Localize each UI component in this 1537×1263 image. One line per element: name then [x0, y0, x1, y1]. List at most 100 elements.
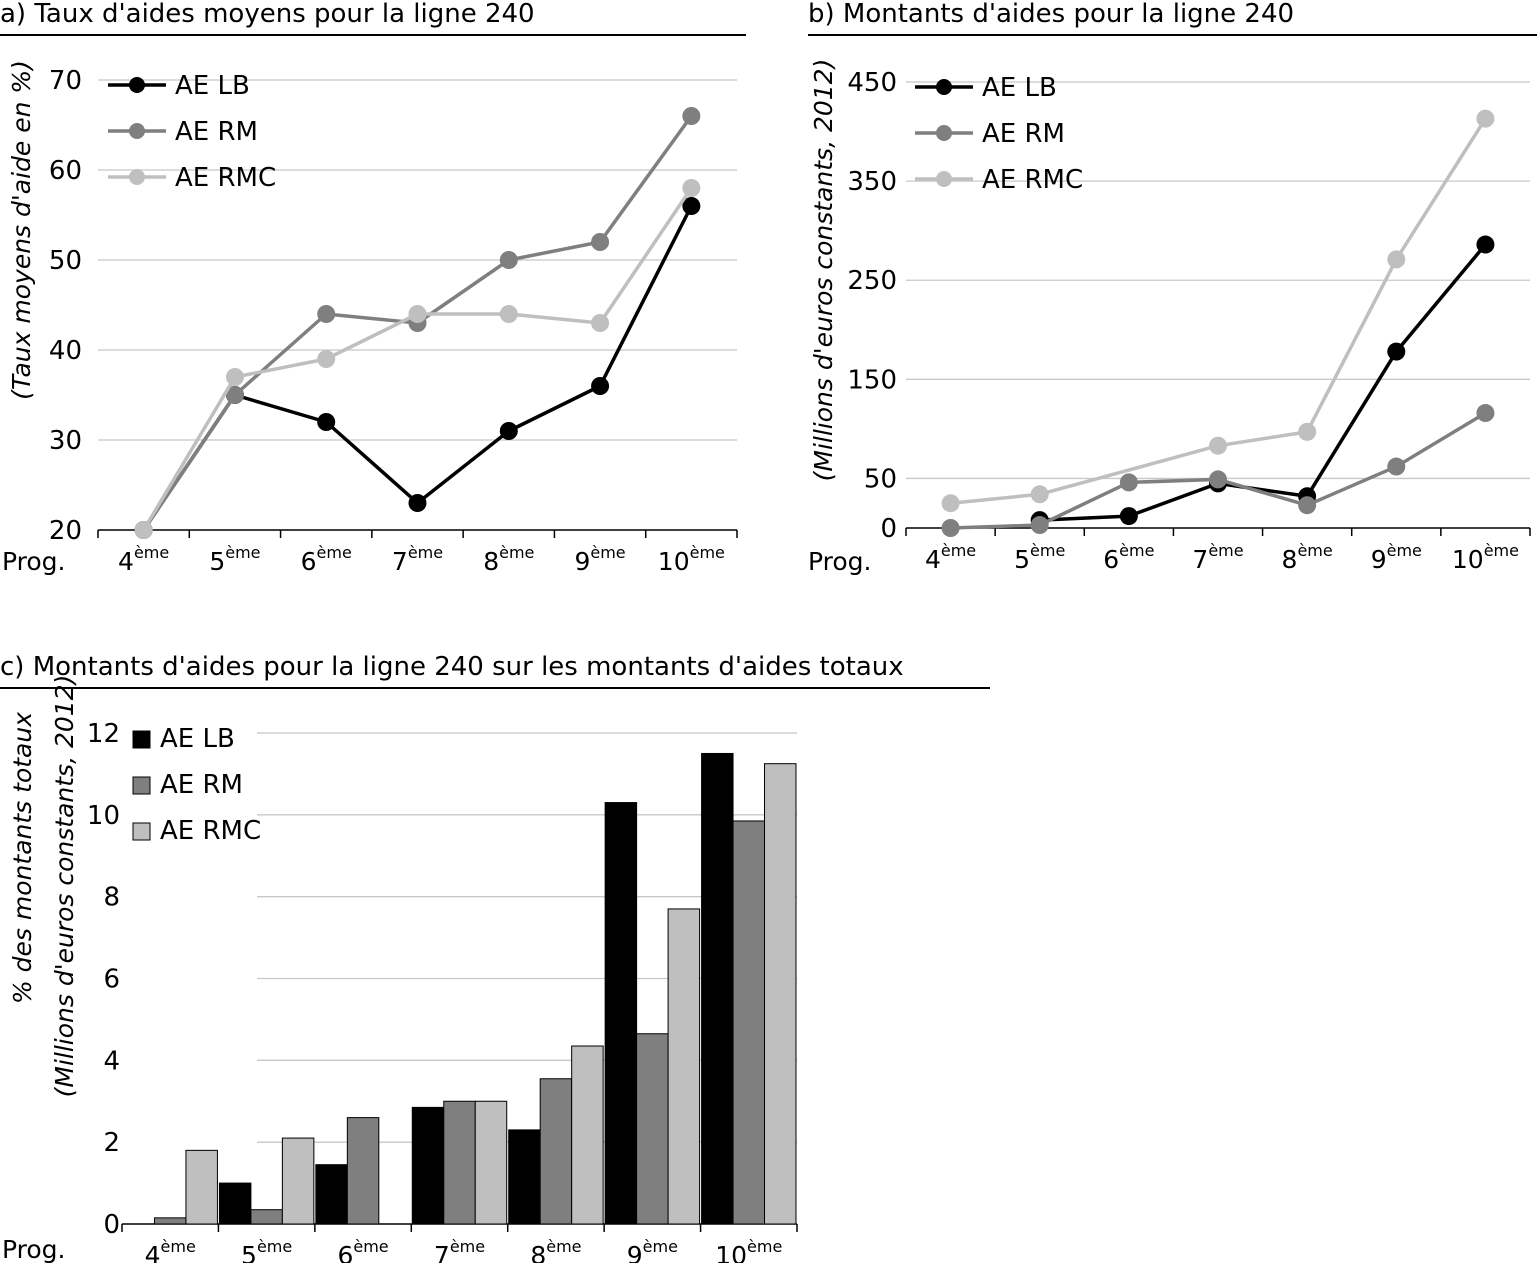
legend-swatch [132, 822, 151, 841]
panel-a: a) Taux d'aides moyens pour la ligne 240… [0, 0, 746, 576]
data-point [591, 314, 610, 332]
x-tick-label: 9ème [627, 1237, 678, 1263]
bar [250, 1209, 283, 1225]
bar [281, 1137, 315, 1225]
data-point [225, 368, 244, 386]
x-tick-label: 4ème [118, 543, 169, 576]
data-point [1476, 109, 1495, 128]
data-point [1387, 250, 1406, 269]
chart-a-plot: 20 30 40 50 60 70 4ème 5ème 6ème 7ème 8ème 9ème 10èm… [49, 66, 738, 576]
x-tick-label: 6ème [337, 1237, 388, 1263]
legend-marker [129, 123, 145, 139]
bar [185, 1149, 218, 1225]
legend-marker [936, 125, 952, 141]
bar [346, 1117, 380, 1225]
bar [539, 1078, 573, 1225]
panel-c-ylabel-line2: (Millions d'euros constants, 2012) [50, 675, 79, 1098]
data-point [1209, 436, 1227, 455]
bar [604, 802, 638, 1225]
panel-c-ylabel-line1: % des montants totaux [8, 712, 37, 1004]
x-tick-label: 9ème [1371, 541, 1422, 574]
data-point [591, 377, 610, 395]
bar [153, 1217, 187, 1225]
panel-c-title: c) Montants d'aides pour la ligne 240 su… [0, 652, 904, 682]
series-line-3 [950, 117, 1487, 505]
bar [508, 1129, 541, 1225]
data-point [1387, 342, 1406, 361]
bar [443, 1100, 476, 1225]
y-tick-label: 50 [49, 246, 82, 276]
x-tick-label: 10ème [1452, 541, 1519, 574]
x-tick-label: 5ème [209, 543, 260, 576]
data-point [499, 422, 518, 440]
data-point [225, 386, 244, 404]
x-tick-label: 7ème [434, 1237, 485, 1263]
data-point [1298, 496, 1317, 515]
y-tick-label: 8 [103, 883, 120, 913]
x-tick-label: 9ème [574, 543, 625, 576]
data-point [317, 413, 336, 431]
x-tick-label: 4ème [925, 541, 976, 574]
legend-swatch [132, 776, 151, 795]
legend-label: AE RMC [160, 816, 261, 846]
x-tick-label: 8ème [530, 1237, 581, 1263]
data-point [1030, 516, 1049, 535]
x-tick-label: 5ème [241, 1237, 292, 1263]
y-tick-label: 350 [847, 167, 897, 197]
panel-c: c) Montants d'aides pour la ligne 240 su… [0, 652, 990, 1263]
data-point [408, 494, 427, 512]
series-line-1 [142, 205, 693, 531]
legend-marker [936, 171, 952, 187]
x-tick-label: 4ème [145, 1237, 196, 1263]
x-tick-label: 10ème [658, 543, 725, 576]
x-tick-label: 8ème [483, 543, 534, 576]
legend-marker [936, 79, 952, 95]
bar [764, 763, 797, 1225]
y-tick-label: 0 [880, 514, 897, 544]
panel-c-xlabel: Prog. [2, 1235, 65, 1263]
data-point [1476, 235, 1495, 254]
y-tick-label: 450 [847, 68, 897, 98]
legend-label: AE RM [175, 117, 258, 147]
y-tick-label: 20 [49, 516, 82, 546]
data-point [1119, 473, 1138, 492]
x-tick-label: 8ème [1282, 541, 1333, 574]
y-tick-label: 4 [103, 1046, 120, 1076]
legend-label: AE RMC [175, 163, 276, 193]
bar [571, 1045, 604, 1225]
bar [636, 1033, 669, 1225]
bar [474, 1100, 508, 1225]
data-point [591, 233, 610, 251]
data-point [408, 305, 427, 323]
legend-swatch [132, 730, 151, 749]
series-line-1 [1039, 243, 1487, 522]
data-point [1209, 470, 1227, 489]
panel-b-title: b) Montants d'aides pour la ligne 240 [808, 0, 1294, 29]
data-point [1476, 404, 1495, 423]
bar [411, 1106, 445, 1225]
data-point [1298, 422, 1317, 441]
x-tick-label: 7ème [392, 543, 443, 576]
chart-b-plot: 0 50 150 250 350 450 4ème 5ème 6ème 7ème 8ème 9ème 1… [847, 68, 1531, 574]
legend-label: AE RM [982, 119, 1065, 149]
x-tick-label: 5ème [1014, 541, 1065, 574]
data-point [941, 494, 960, 513]
bar [701, 752, 734, 1225]
bar [315, 1164, 348, 1225]
panel-b-ylabel: (Millions d'euros constants, 2012) [809, 59, 838, 482]
y-tick-label: 12 [87, 719, 120, 749]
legend-marker [129, 169, 145, 185]
series-line-3 [142, 187, 693, 531]
panel-a-title: a) Taux d'aides moyens pour la ligne 240 [0, 0, 535, 29]
y-tick-label: 2 [103, 1128, 120, 1158]
legend-label: AE RM [160, 770, 243, 800]
x-tick-label: 7ème [1192, 541, 1243, 574]
data-point [499, 305, 518, 323]
y-tick-label: 10 [87, 801, 120, 831]
data-point [317, 305, 336, 323]
y-tick-label: 250 [847, 266, 897, 296]
y-tick-label: 70 [49, 66, 82, 96]
y-tick-label: 40 [49, 336, 82, 366]
y-tick-label: 30 [49, 426, 82, 456]
